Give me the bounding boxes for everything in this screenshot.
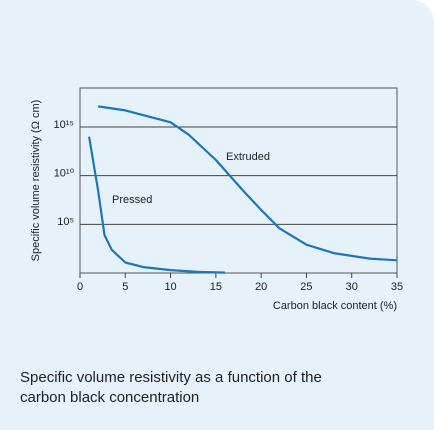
- y-tick-label: 10⁵: [57, 216, 74, 228]
- y-tick-label: 10¹⁵: [54, 119, 74, 131]
- x-tick-label: 20: [255, 281, 267, 293]
- x-tick-label: 15: [210, 281, 222, 293]
- x-tick-label: 5: [122, 281, 128, 293]
- caption: Specific volume resistivity as a functio…: [20, 369, 322, 406]
- y-tick-label: 10¹⁰: [54, 168, 75, 180]
- x-tick-label: 0: [77, 281, 83, 293]
- y-axis-label: Specific volume resistivity (Ω cm): [30, 100, 42, 262]
- x-tick-label: 25: [300, 281, 312, 293]
- plot-area: [79, 87, 398, 274]
- x-tick-label: 10: [164, 281, 176, 293]
- series-line: [97, 105, 398, 262]
- x-axis-label: Carbon black content (%): [273, 300, 397, 312]
- series-line: [88, 136, 225, 274]
- series-label: Pressed: [112, 194, 152, 206]
- x-tick-label: 35: [391, 281, 403, 293]
- x-tick-label: 30: [346, 281, 358, 293]
- chart: Carbon black content (%) Specific volume…: [30, 87, 403, 312]
- series-label: Extruded: [226, 151, 270, 163]
